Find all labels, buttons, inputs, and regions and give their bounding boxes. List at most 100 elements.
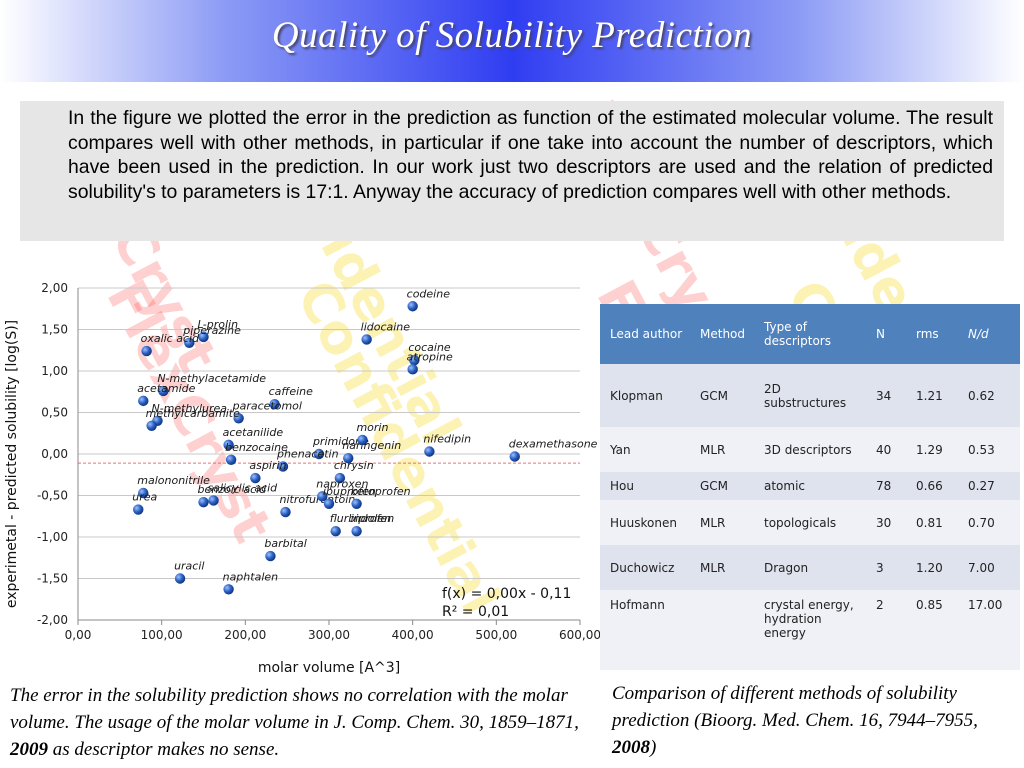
cell-author: Huuskonen (600, 500, 690, 545)
data-point (351, 525, 362, 537)
table-row: Hou GCM atomic 78 0.66 0.27 (600, 472, 1020, 500)
scatter-chart: 2,00 1,50 1,00 0,50 0,00 -0,50 -1,00 -1,50 -2,00… (0, 280, 605, 680)
data-point (138, 395, 149, 407)
header-lead-author: Lead author (600, 304, 690, 364)
x-tick-label: 400,00 (392, 628, 434, 642)
x-tick-label: 600,00 (559, 628, 601, 642)
table-header-row: Lead author Method Type of descriptors N… (600, 304, 1020, 364)
data-point (225, 454, 237, 466)
intro-box: In the figure we plotted the error in th… (20, 101, 1004, 241)
caption-right-tail: ) (650, 737, 657, 758)
point-label: dexamethasone (509, 437, 598, 450)
r-squared: R² = 0,01 (442, 604, 509, 620)
point-label: methylcarbamite (146, 407, 240, 420)
data-point (138, 487, 149, 499)
data-point (223, 584, 234, 595)
data-point (407, 364, 418, 375)
header-method: Method (690, 304, 754, 364)
data-point (343, 452, 354, 464)
point-label: oxalic acid (141, 332, 200, 345)
caption-left-text: The error in the solubility prediction s… (10, 685, 579, 733)
data-point (334, 472, 346, 484)
data-point (250, 472, 261, 484)
point-label: caffeine (269, 385, 314, 398)
point-label: benzocaine (225, 441, 288, 454)
header-rms: rms (906, 304, 958, 364)
caption-left-tail: as descriptor makes no sense. (48, 739, 280, 760)
cell-n: 40 (866, 427, 906, 472)
point-label: barbital (264, 537, 306, 550)
cell-author: Klopman (600, 364, 690, 427)
cell-n: 78 (866, 472, 906, 500)
cell-method (690, 590, 754, 670)
cell-rms: 1.29 (906, 427, 958, 472)
point-label: paracetomol (232, 399, 302, 412)
cell-method: GCM (690, 364, 754, 427)
table-row: Duchowicz MLR Dragon 3 1.20 7.00 (600, 545, 1020, 590)
cell-rms: 1.20 (906, 545, 958, 590)
point-label: salicylic acid (208, 481, 279, 494)
chart-svg: 2,00 1,50 1,00 0,50 0,00 -0,50 -1,00 -1,50 -2,00… (4, 281, 601, 676)
x-axis-title: molar volume [A^3] (258, 660, 400, 676)
point-label: N-methylacetamide (157, 372, 266, 385)
methods-table-box: Lead author Method Type of descriptors N… (600, 304, 1020, 670)
y-tick-label: 0,50 (41, 406, 68, 420)
data-point (233, 413, 244, 424)
y-tick-label: -1,50 (37, 572, 68, 586)
y-tick-label: -2,00 (37, 613, 68, 627)
x-tick-label: 300,00 (308, 628, 350, 642)
data-point (223, 439, 234, 451)
point-label: uracil (174, 560, 204, 573)
cell-method: MLR (690, 545, 754, 590)
table-row: Yan MLR 3D descriptors 40 1.29 0.53 (600, 427, 1020, 472)
trend-equation: f(x) = 0,00x - 0,11 (442, 586, 571, 602)
point-label: atropine (407, 350, 453, 363)
cell-n: 3 (866, 545, 906, 590)
x-tick-label: 200,00 (224, 628, 266, 642)
point-label: chrysin (334, 459, 374, 472)
caption-right-text: Comparison of different methods of solub… (612, 683, 978, 731)
data-point (280, 506, 291, 518)
y-tick-label: 0,00 (41, 447, 68, 461)
cell-descriptors: 3D descriptors (754, 427, 866, 472)
cell-n-per-d: 17.00 (958, 590, 1020, 670)
cell-n-per-d: 0.62 (958, 364, 1020, 427)
data-point (141, 345, 152, 357)
point-label: naringenin (342, 439, 401, 452)
cell-author: Hou (600, 472, 690, 500)
cell-method: MLR (690, 500, 754, 545)
x-tick-label: 500,00 (475, 628, 517, 642)
point-label: malononitrile (137, 474, 210, 487)
point-label: naproxen (316, 477, 368, 490)
point-label: codeine (407, 287, 451, 300)
cell-n: 34 (866, 364, 906, 427)
caption-left: The error in the solubility prediction s… (10, 682, 600, 763)
table-row: Huuskonen MLR topologicals 30 0.81 0.70 (600, 500, 1020, 545)
header-n-per-d: N/d (958, 304, 1020, 364)
point-label: flurbiprofen (330, 512, 395, 525)
data-point (509, 451, 520, 462)
y-tick-label: -1,00 (37, 530, 68, 544)
x-tick-label: 100,00 (141, 628, 183, 642)
data-point (198, 331, 209, 343)
cell-n-per-d: 0.53 (958, 427, 1020, 472)
data-point (351, 498, 362, 509)
data-point (357, 434, 368, 446)
point-label: acetamide (137, 382, 195, 395)
point-label: N-methylurea (151, 402, 227, 415)
caption-left-year: 2009 (10, 739, 48, 760)
cell-method: MLR (690, 427, 754, 472)
point-label: primidone (312, 435, 369, 448)
cell-n: 2 (866, 590, 906, 670)
table-row: Klopman GCM 2D substructures 34 1.21 0.6… (600, 364, 1020, 427)
cell-author: Duchowicz (600, 545, 690, 590)
data-point (158, 385, 169, 397)
methods-table: Lead author Method Type of descriptors N… (600, 304, 1020, 670)
x-tick-label: 0,00 (65, 628, 92, 642)
point-label: nifedipin (423, 433, 471, 446)
point-label: nitrofurantoin (279, 493, 355, 506)
cell-n-per-d: 7.00 (958, 545, 1020, 590)
cell-rms: 0.81 (906, 500, 958, 545)
y-axis-title: experimetal - predicted solubility [log(… (4, 320, 20, 608)
point-label: aspirin (249, 459, 286, 472)
